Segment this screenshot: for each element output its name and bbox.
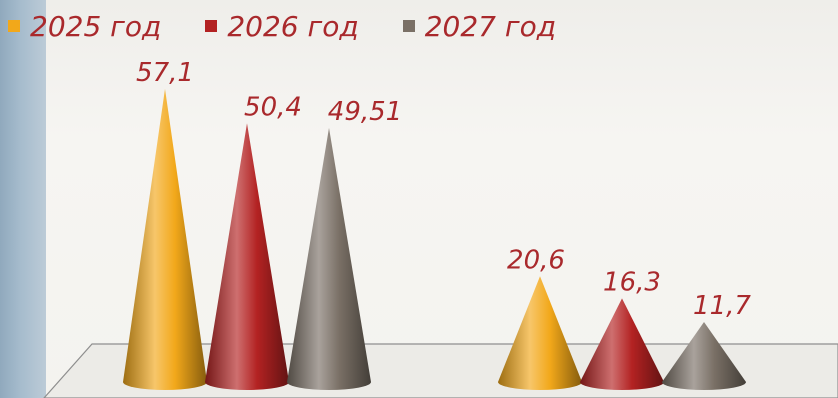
data-label-2-series-3: 11,7 [693,291,751,321]
legend-label-2025: 2025 год [30,9,162,43]
legend-swatch-2027 [402,20,415,32]
legend-swatch-2026 [205,20,218,32]
legend-label-2026: 2026 год [227,9,359,43]
legend-swatch-2025 [8,20,20,32]
data-label-1-series-1: 57,1 [136,58,194,88]
legend-item-2026: 2026 год [205,9,359,43]
legend-item-2025: 2025 год [8,10,161,43]
cone-2-series-2 [580,298,664,390]
data-label-1-series-2: 50,4 [244,92,302,122]
chart-marks [123,88,746,391]
chart-legend: 2025 год 2026 год 2027 год [8,8,600,44]
legend-label-2027: 2027 год [424,9,557,43]
cone-2-series-3 [662,321,746,390]
cone-2-series-1 [498,276,582,390]
data-label-2-series-1: 20,6 [507,245,565,275]
legend-item-2027: 2027 год [402,9,557,43]
data-label-2-series-2: 16,3 [603,267,661,297]
data-labels: 57,1 50,4 49,51 20,6 16,3 11,7 [136,58,751,321]
background-left-strip [0,0,46,398]
cone-1-series-1 [123,88,207,391]
cone-1-series-2 [205,123,289,390]
cone-1-series-3 [287,127,371,390]
data-label-1-series-3: 49,51 [328,97,402,127]
